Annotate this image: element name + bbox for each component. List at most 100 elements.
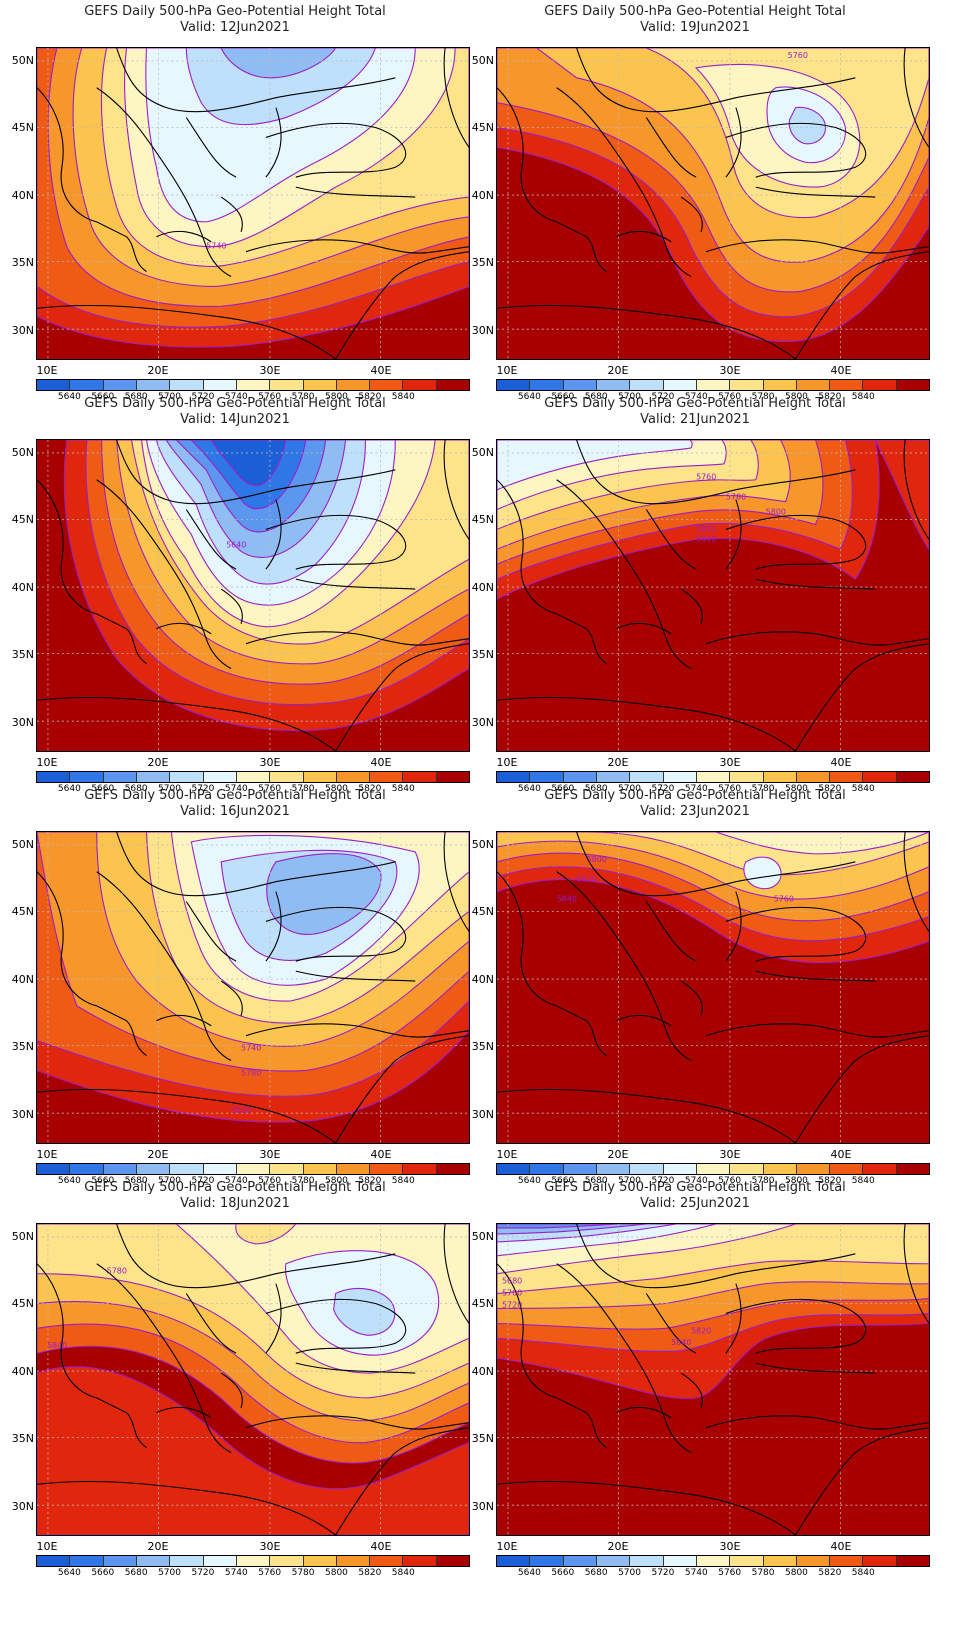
colorbar-swatch bbox=[303, 1556, 337, 1566]
longitude-label: 40E bbox=[830, 364, 852, 377]
colorbar-tick-label: 5760 bbox=[718, 392, 742, 402]
colorbar-tick-label: 5740 bbox=[684, 784, 708, 794]
colorbar-swatch bbox=[863, 772, 897, 782]
contour-label: 5840 bbox=[696, 534, 716, 543]
coastline-border bbox=[576, 1224, 856, 1289]
longitude-label: 10E bbox=[496, 1148, 518, 1161]
map-panel: GEFS Daily 500-hPa Geo-Potential Height … bbox=[0, 0, 470, 402]
coastline-border bbox=[795, 251, 929, 359]
latitude-label: 50N bbox=[471, 838, 494, 851]
colorbar-swatch bbox=[863, 1556, 897, 1566]
colorbar-swatch bbox=[336, 772, 371, 782]
colorbar-tick-label: 5760 bbox=[718, 784, 742, 794]
colorbar-tick-label: 5720 bbox=[651, 784, 675, 794]
colorbar-swatch bbox=[270, 1556, 304, 1566]
coastline-border bbox=[795, 1427, 929, 1535]
map-panel: GEFS Daily 500-hPa Geo-Potential Height … bbox=[460, 784, 930, 1186]
latitude-label: 35N bbox=[11, 1432, 34, 1445]
coastline-border bbox=[156, 196, 243, 243]
coastline-border bbox=[245, 239, 469, 254]
coastline-border bbox=[37, 304, 336, 359]
colorbar bbox=[496, 379, 930, 391]
latitude-label: 40N bbox=[471, 973, 494, 986]
colorbar-swatch bbox=[370, 1164, 404, 1174]
coastline-border bbox=[156, 1372, 243, 1419]
colorbar-swatch bbox=[436, 380, 470, 390]
coastline-border bbox=[725, 122, 867, 178]
colorbar-swatch bbox=[730, 380, 764, 390]
colorbar-tick-label: 5720 bbox=[651, 1176, 675, 1186]
colorbar-tick-label: 5780 bbox=[291, 1176, 315, 1186]
longitude-label: 20E bbox=[147, 756, 169, 769]
colorbar-labels: 5640 5660 5680 5700 5720 5740 5760 5780 5800 5820… bbox=[496, 1176, 930, 1188]
longitude-label: 40E bbox=[370, 1540, 392, 1553]
coastline-border bbox=[645, 499, 742, 570]
colorbar-tick-label: 5700 bbox=[158, 1568, 181, 1578]
colorbar-swatch bbox=[530, 1164, 564, 1174]
height-band bbox=[497, 1224, 617, 1229]
latitude-label: 45N bbox=[471, 513, 494, 526]
colorbar-tick-label: 5740 bbox=[684, 1176, 708, 1186]
colorbar-swatch bbox=[796, 772, 831, 782]
colorbar-tick-label: 5680 bbox=[584, 784, 608, 794]
longitude-label: 10E bbox=[496, 756, 518, 769]
contour-label: 5740 bbox=[206, 242, 226, 251]
colorbar-swatch bbox=[530, 380, 564, 390]
coastline-border bbox=[37, 1263, 147, 1449]
panel-title: GEFS Daily 500-hPa Geo-Potential Height … bbox=[84, 788, 386, 803]
coastline-border bbox=[96, 1263, 232, 1454]
latitude-label: 30N bbox=[11, 1108, 34, 1121]
longitude-label: 20E bbox=[147, 1540, 169, 1553]
coastline-border bbox=[116, 1224, 396, 1289]
longitude-label: 30E bbox=[259, 1540, 281, 1553]
height-band bbox=[743, 856, 782, 890]
latitude-label: 50N bbox=[471, 54, 494, 67]
colorbar-swatch bbox=[103, 772, 137, 782]
height-field-map: 5740 5780 5820 bbox=[37, 832, 469, 1143]
longitude-label: 30E bbox=[259, 364, 281, 377]
colorbar-swatch bbox=[403, 772, 437, 782]
coastline-border bbox=[116, 832, 396, 897]
colorbar-swatch bbox=[497, 1556, 531, 1566]
colorbar-tick-label: 5660 bbox=[91, 392, 115, 402]
colorbar-tick-label: 5840 bbox=[851, 1568, 875, 1578]
colorbar-swatch bbox=[696, 380, 731, 390]
map-panel: GEFS Daily 500-hPa Geo-Potential Height … bbox=[460, 0, 930, 402]
coastline-border bbox=[185, 891, 282, 962]
colorbar-tick-label: 5760 bbox=[258, 784, 282, 794]
colorbar-tick-label: 5800 bbox=[785, 1568, 808, 1578]
map-area: 5740 5780 5820 bbox=[36, 831, 470, 1144]
latitude-label: 45N bbox=[11, 1297, 34, 1310]
latitude-label: 35N bbox=[471, 256, 494, 269]
coastline-border bbox=[616, 196, 703, 243]
colorbar-tick-label: 5840 bbox=[391, 1568, 415, 1578]
colorbar-swatch bbox=[863, 1164, 897, 1174]
map-area: 5760 bbox=[496, 47, 930, 360]
coastline-border bbox=[705, 1023, 929, 1038]
contour-label: 5840 bbox=[47, 1341, 67, 1350]
coastline-border bbox=[705, 1415, 929, 1430]
colorbar-tick-label: 5660 bbox=[551, 392, 575, 402]
colorbar-swatch bbox=[596, 1556, 631, 1566]
coastline-border bbox=[576, 48, 856, 113]
colorbar-tick-label: 5820 bbox=[358, 784, 382, 794]
panel-title: GEFS Daily 500-hPa Geo-Potential Height … bbox=[544, 1180, 846, 1195]
latitude-label: 35N bbox=[471, 1432, 494, 1445]
contour-label: 5720 bbox=[502, 1300, 522, 1309]
map-panel: GEFS Daily 500-hPa Geo-Potential Height … bbox=[0, 392, 470, 794]
colorbar-swatch bbox=[370, 1556, 404, 1566]
colorbar-tick-label: 5680 bbox=[584, 392, 608, 402]
colorbar-swatch bbox=[403, 380, 437, 390]
colorbar-swatch bbox=[136, 772, 171, 782]
coastline-border bbox=[497, 87, 607, 273]
valid-date: Valid: 19Jun2021 bbox=[640, 20, 750, 35]
coastline-border bbox=[335, 1427, 469, 1535]
colorbar-tick-label: 5700 bbox=[618, 1568, 641, 1578]
coastline-border bbox=[576, 440, 856, 505]
height-field-map: 5800 5820 5840 5760 bbox=[497, 832, 929, 1143]
colorbar-swatch bbox=[103, 1556, 137, 1566]
colorbar bbox=[496, 1555, 930, 1567]
longitude-label: 30E bbox=[719, 1148, 741, 1161]
colorbar-tick-label: 5680 bbox=[124, 1176, 148, 1186]
